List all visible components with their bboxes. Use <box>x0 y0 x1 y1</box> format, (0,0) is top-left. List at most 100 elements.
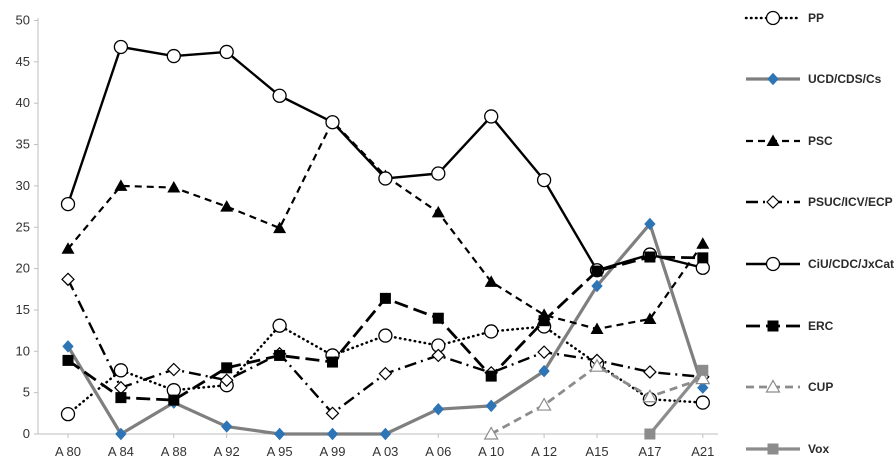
data-point-pp <box>484 324 499 339</box>
data-point-psuc-icv-ecp <box>114 380 128 395</box>
x-tick-label: A 95 <box>267 444 293 459</box>
legend-marker <box>766 134 780 146</box>
data-point-cup <box>695 370 711 385</box>
y-tick-label: 20 <box>16 261 30 276</box>
data-point-vox <box>644 428 656 440</box>
legend-label: ERC <box>808 319 834 333</box>
data-point-erc <box>168 394 180 406</box>
x-tick-label: A 92 <box>214 444 240 459</box>
data-point-erc <box>538 315 550 327</box>
data-point-psc <box>484 275 498 287</box>
data-point-erc <box>591 265 603 277</box>
data-point-psuc-icv-ecp <box>431 348 446 363</box>
data-point-ciu-cdc-jxcat <box>272 88 287 103</box>
legend-marker <box>766 195 780 209</box>
data-point-ciu-cdc-jxcat <box>60 196 76 212</box>
data-point-cup <box>483 426 499 440</box>
series-erc <box>62 251 709 406</box>
data-point-cup <box>589 358 605 372</box>
data-point-ucd-cds-cs <box>538 364 550 378</box>
data-point-ucd-cds-cs <box>591 279 603 293</box>
legend-item-psc: PSC <box>746 134 833 148</box>
series-line-ciu-cdc-jxcat <box>66 45 704 272</box>
y-tick-label: 25 <box>16 219 30 234</box>
series-line-cup <box>490 364 704 436</box>
y-tick-label: 50 <box>16 13 30 28</box>
data-point-psc <box>167 181 181 193</box>
x-tick-label: A 80 <box>55 444 81 459</box>
data-point-erc <box>274 349 286 361</box>
x-axis-ticks: A 80 A 84 A 88 A 92 A 95 A 99 A 03 A 06 A 10 A 12… <box>55 434 714 459</box>
legend-marker <box>767 320 779 332</box>
data-point-cup <box>536 397 552 411</box>
data-point-ucd-cds-cs <box>273 427 286 441</box>
data-point-pp <box>272 318 287 333</box>
x-tick-label: A 12 <box>531 444 557 459</box>
y-tick-label: 35 <box>16 137 30 152</box>
data-point-ucd-cds-cs <box>115 427 127 441</box>
data-point-pp <box>113 363 129 378</box>
data-point-psuc-icv-ecp <box>166 362 181 377</box>
legend-item-pp: PP <box>744 10 824 26</box>
data-point-ucd-cds-cs <box>326 427 339 441</box>
data-point-ciu-cdc-jxcat <box>166 48 181 64</box>
x-tick-label: A 03 <box>372 444 398 459</box>
legend-label: CiU/CDC/JxCat <box>808 257 894 271</box>
legend-label: CUP <box>808 380 833 394</box>
data-point-psc <box>273 221 287 234</box>
data-point-psc <box>590 322 604 334</box>
data-point-erc <box>485 370 497 382</box>
axes <box>37 18 718 435</box>
data-point-pp <box>60 407 76 422</box>
data-point-ciu-cdc-jxcat <box>431 166 446 181</box>
data-point-ciu-cdc-jxcat <box>378 171 393 186</box>
data-point-erc <box>697 252 709 264</box>
data-point-psuc-icv-ecp <box>219 373 234 388</box>
y-tick-label: 0 <box>23 426 30 441</box>
legend-marker <box>765 379 781 393</box>
data-point-pp <box>378 328 393 343</box>
x-tick-label: A 06 <box>425 444 451 459</box>
data-point-vox <box>697 364 709 376</box>
data-point-erc <box>327 356 338 368</box>
data-point-ciu-cdc-jxcat <box>113 39 129 55</box>
x-tick-label: A 88 <box>161 444 187 459</box>
legend-marker <box>765 10 781 26</box>
data-point-erc <box>221 362 233 374</box>
data-point-ucd-cds-cs <box>221 420 233 433</box>
data-point-erc <box>644 251 656 263</box>
y-tick-label: 45 <box>16 54 30 69</box>
data-point-ciu-cdc-jxcat <box>325 115 340 130</box>
series-vox <box>644 364 709 440</box>
x-tick-label: A15 <box>585 444 608 459</box>
data-point-psuc-icv-ecp <box>378 366 393 381</box>
legend-item-erc: ERC <box>746 319 834 333</box>
legend-label: PP <box>808 11 824 25</box>
data-point-psuc-icv-ecp <box>537 345 551 359</box>
data-point-ucd-cds-cs <box>485 399 497 413</box>
data-point-erc <box>115 392 127 404</box>
data-point-ucd-cds-cs <box>644 217 656 231</box>
data-point-pp <box>695 395 710 410</box>
y-tick-label: 30 <box>16 178 30 193</box>
data-point-ciu-cdc-jxcat <box>536 172 552 188</box>
y-tick-label: 40 <box>16 95 30 110</box>
legend-marker <box>765 256 781 272</box>
y-tick-label: 5 <box>23 385 30 400</box>
data-point-ucd-cds-cs <box>62 340 74 353</box>
data-point-ucd-cds-cs <box>432 402 444 416</box>
series-line-vox <box>648 369 705 436</box>
data-point-ucd-cds-cs <box>379 427 392 441</box>
legend-label: PSUC/ICV/ECP <box>808 195 893 209</box>
data-point-erc <box>432 312 444 324</box>
data-point-psc <box>431 205 445 218</box>
legend-label: PSC <box>808 134 833 148</box>
x-tick-label: A21 <box>691 444 714 459</box>
legend-marker <box>767 443 779 455</box>
y-axis-ticks: 0 5 10 15 20 25 30 35 40 45 50 <box>16 13 38 441</box>
data-point-cup <box>642 389 658 403</box>
x-tick-label: A17 <box>638 444 661 459</box>
data-point-ucd-cds-cs <box>697 381 709 394</box>
series-ciu-cdc-jxcat <box>60 39 710 278</box>
